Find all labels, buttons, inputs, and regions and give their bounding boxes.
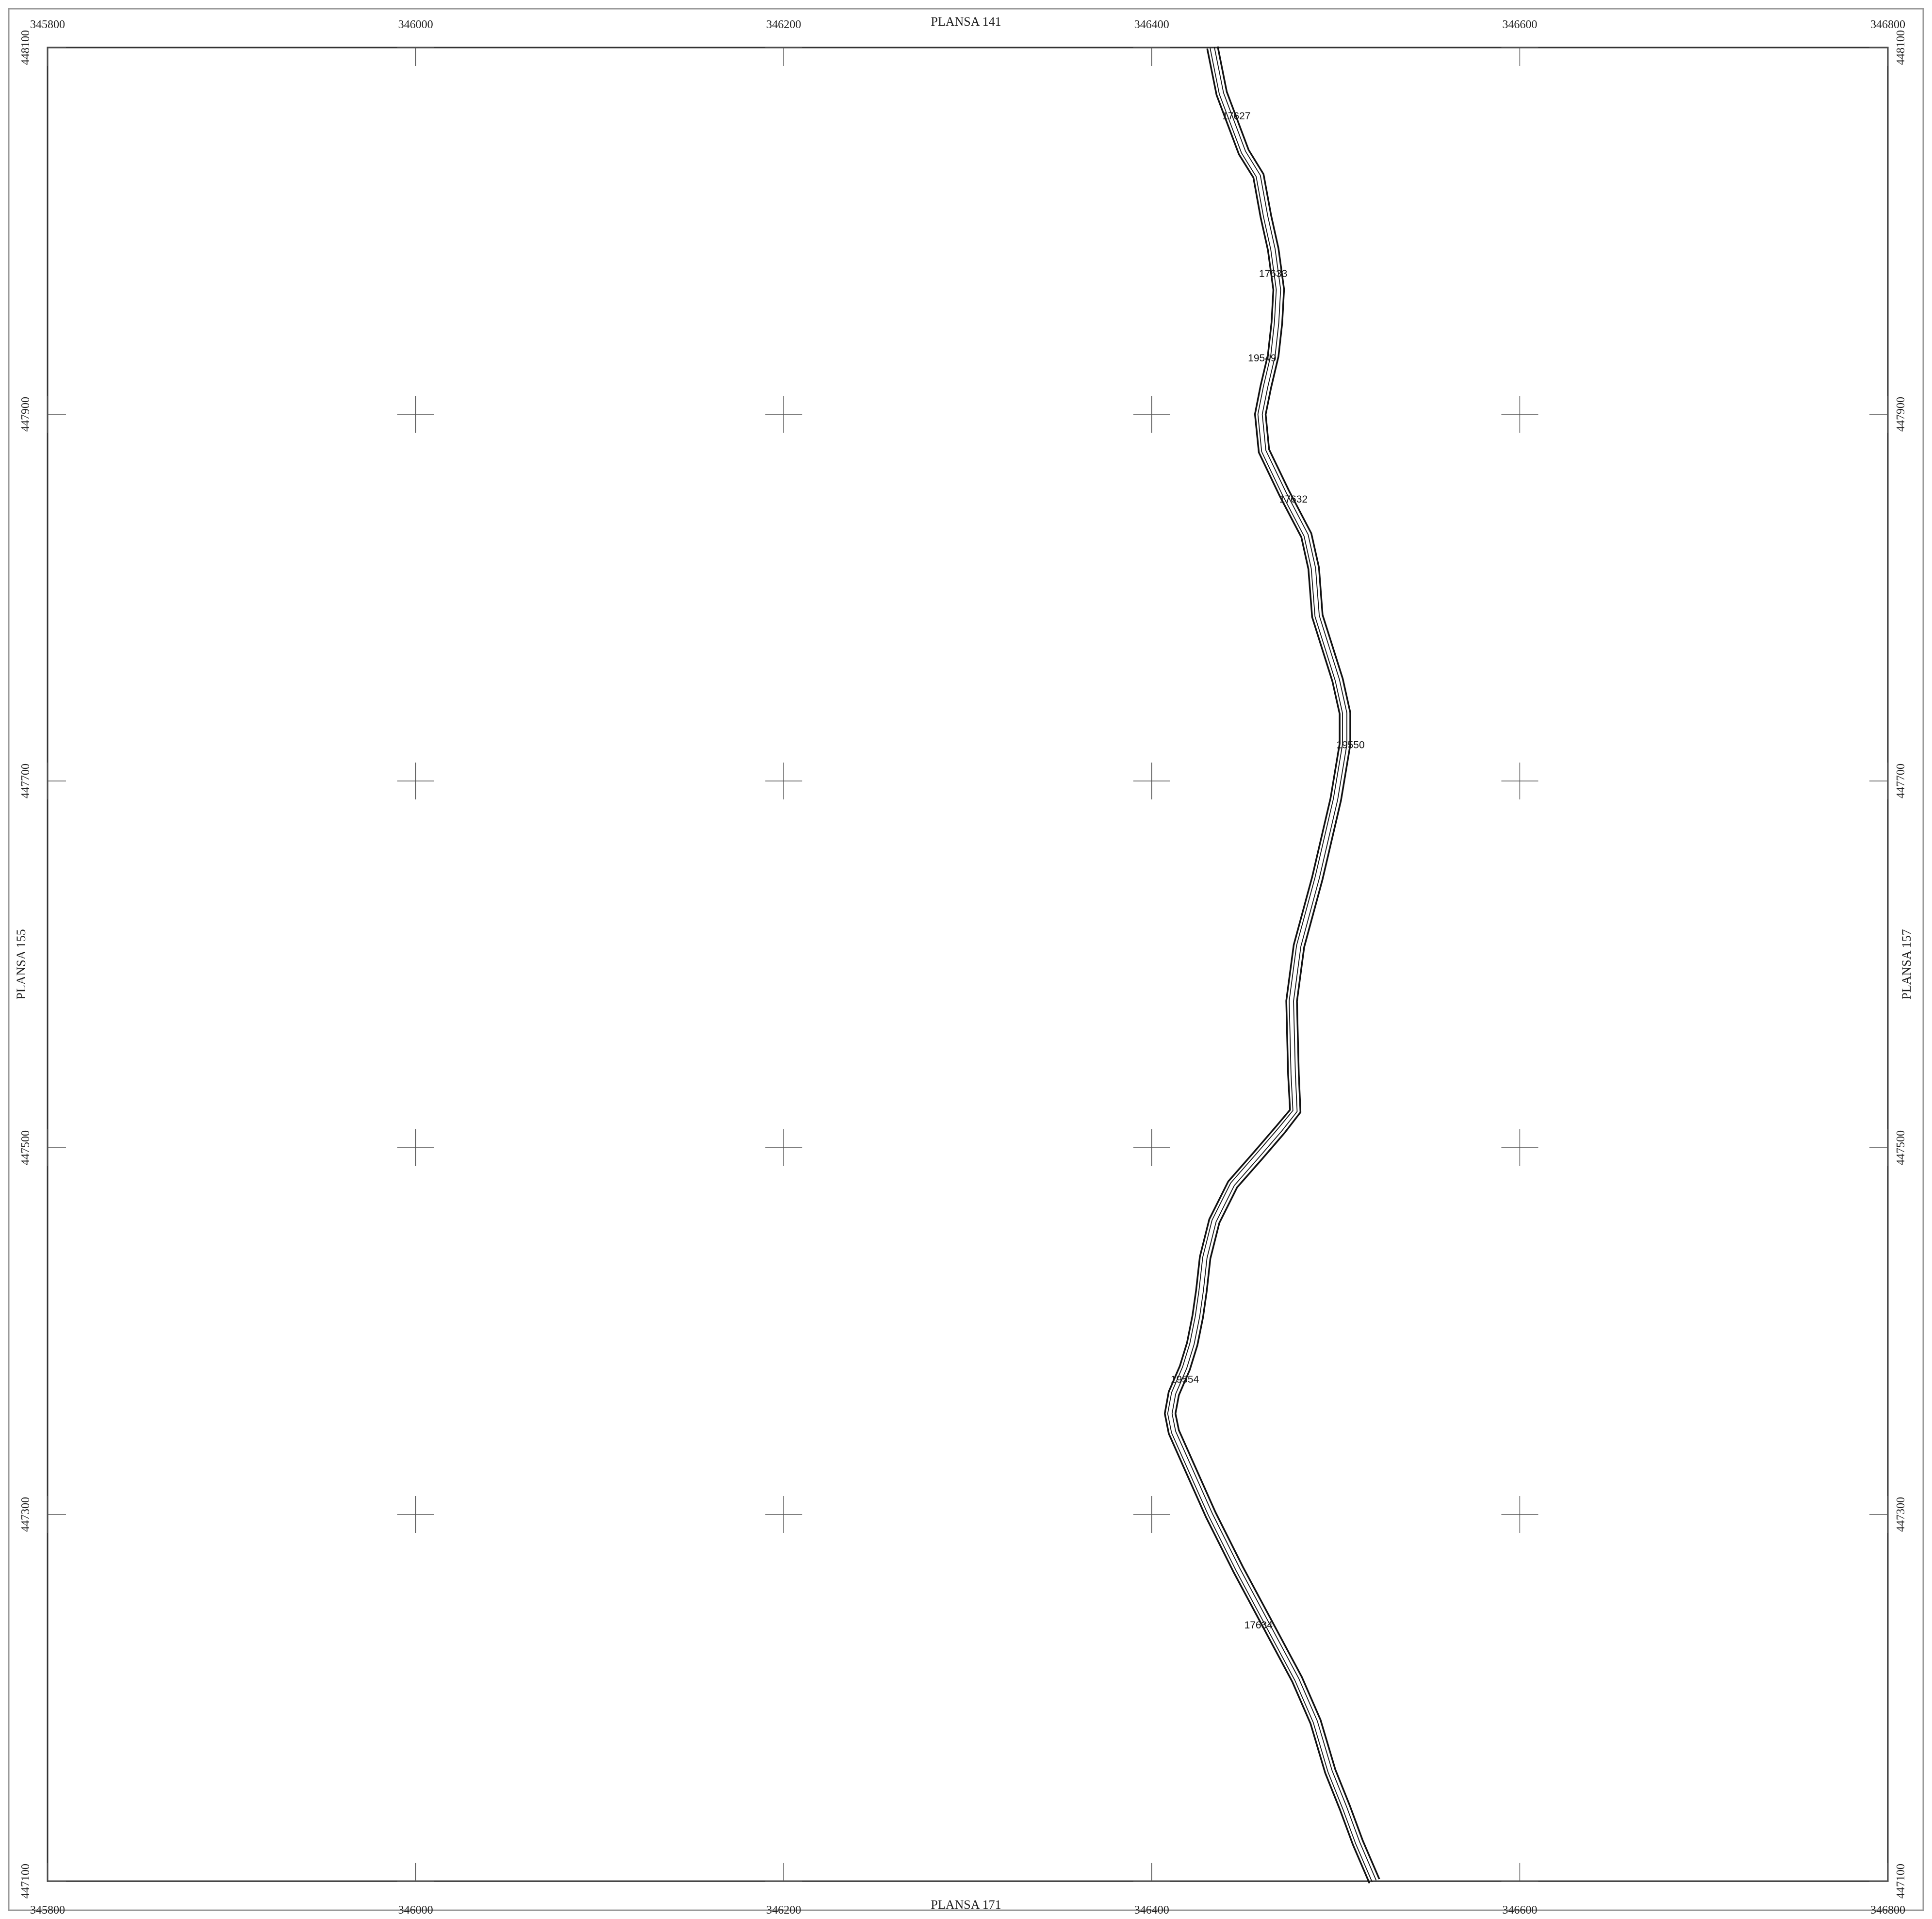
grid-cross [1501,763,1539,799]
grid-cross [397,396,434,433]
grid-cross [397,763,434,799]
northing-label: 447900 [1895,397,1907,432]
grid-cross [1501,1129,1539,1166]
northing-label: 448100 [1895,30,1907,65]
grid-cross [1869,1496,1888,1533]
easting-label: 346600 [1502,1904,1537,1917]
grid-cross [47,1863,66,1882]
sheet-border [8,8,1924,1911]
grid-cross [397,47,434,66]
grid-cross [1133,47,1170,66]
northing-label: 447100 [19,1864,32,1899]
grid-cross [47,1129,66,1166]
neighbor-sheet-left: PLANSA 155 [14,929,28,999]
road-boundary-lines [1163,46,1380,1884]
grid-cross [1501,396,1539,433]
easting-label: 346000 [398,1904,433,1917]
easting-label: 346800 [1870,18,1905,31]
easting-label: 345800 [30,1904,65,1917]
grid-cross [765,47,802,66]
grid-cross [1869,1129,1888,1166]
grid-cross [1501,1863,1539,1882]
parcel-labels: 17627 17633 19549 17632 19550 19554 17634 [1171,111,1365,1631]
grid-cross [1133,396,1170,433]
grid-cross [397,1496,434,1533]
northing-label: 447300 [19,1497,32,1532]
easting-label: 345800 [30,18,65,31]
northing-label: 448100 [19,30,32,65]
neighbor-sheet-bottom: PLANSA 171 [931,1898,1001,1912]
road-edge-line [1171,47,1377,1881]
parcel-number-label[interactable]: 17632 [1279,494,1308,505]
easting-label: 346400 [1134,18,1169,31]
northing-label: 447700 [1895,764,1907,798]
road-edge-line [1174,46,1380,1880]
grid-cross [765,763,802,799]
parcel-number-label[interactable]: 19554 [1171,1374,1199,1385]
neighbor-sheet-top: PLANSA 141 [931,15,1001,29]
grid-cross [1869,396,1888,433]
map-frame [47,47,1889,1882]
grid-cross [47,47,66,66]
parcel-number-label[interactable]: 19550 [1336,739,1364,750]
coordinate-labels: 345800 345800 346000 346000 346200 346200 3464… [19,18,1907,1917]
grid-cross [397,1129,434,1166]
grid-cross [1133,1496,1170,1533]
grid-crosses [47,47,1888,1882]
easting-label: 346200 [766,18,801,31]
grid-cross [47,1496,66,1533]
grid-cross [765,1496,802,1533]
neighbor-sheet-right: PLANSA 157 [1899,929,1914,999]
grid-cross [1133,1863,1170,1882]
grid-cross [1501,1496,1539,1533]
grid-cross [397,1863,434,1882]
grid-cross [47,763,66,799]
easting-label: 346800 [1870,1904,1905,1917]
northing-label: 447500 [19,1130,32,1165]
grid-cross [1133,1129,1170,1166]
road-edge-line [1167,48,1373,1883]
grid-cross [1501,47,1539,66]
parcel-number-label[interactable]: 17634 [1244,1620,1273,1631]
grid-cross [765,1129,802,1166]
parcel-number-label[interactable]: 17633 [1259,268,1287,279]
parcel-number-label[interactable]: 17627 [1222,111,1250,122]
grid-cross [1869,763,1888,799]
northing-label: 447900 [19,397,32,432]
easting-label: 346400 [1134,1904,1169,1917]
grid-cross [1869,47,1888,66]
easting-label: 346600 [1502,18,1537,31]
northing-label: 447700 [19,764,32,798]
parcel-number-label[interactable]: 19549 [1248,353,1276,364]
road-edge-line [1163,48,1371,1884]
northing-label: 447500 [1895,1130,1907,1165]
grid-cross [47,396,66,433]
northing-label: 447300 [1895,1497,1907,1532]
grid-cross [765,396,802,433]
easting-label: 346000 [398,18,433,31]
grid-cross [1133,763,1170,799]
grid-cross [765,1863,802,1882]
easting-label: 346200 [766,1904,801,1917]
grid-cross [1869,1863,1888,1882]
northing-label: 447100 [1895,1864,1907,1899]
